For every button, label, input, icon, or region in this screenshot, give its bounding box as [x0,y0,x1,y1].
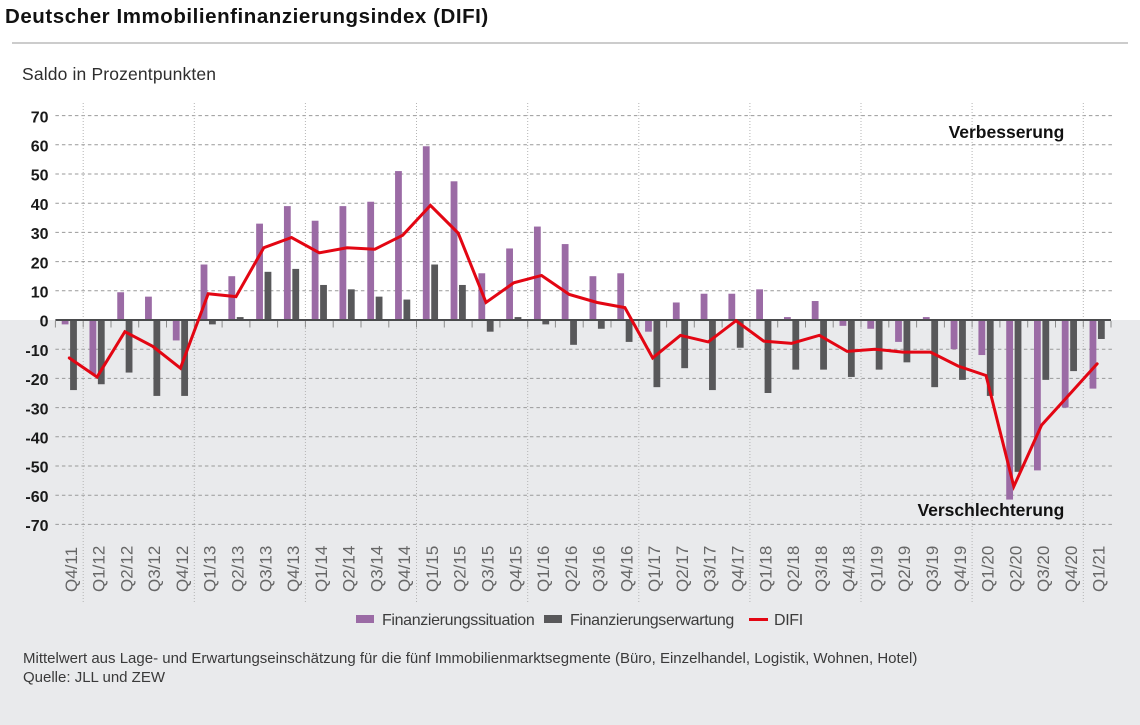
svg-text:Q2/14: Q2/14 [340,546,359,592]
svg-text:-60: -60 [25,489,48,506]
svg-text:10: 10 [31,285,49,302]
svg-text:Q1/15: Q1/15 [423,546,442,592]
svg-text:Q4/12: Q4/12 [173,546,192,592]
svg-text:Q2/12: Q2/12 [117,546,136,592]
svg-text:Q3/18: Q3/18 [812,546,831,592]
svg-text:Q2/19: Q2/19 [895,546,914,592]
svg-text:-40: -40 [25,431,48,448]
svg-text:Q1/16: Q1/16 [534,546,553,592]
svg-text:40: 40 [31,197,49,214]
svg-text:-70: -70 [25,518,48,535]
svg-text:Q4/13: Q4/13 [284,546,303,592]
svg-text:Q2/15: Q2/15 [451,546,470,592]
svg-text:-10: -10 [25,343,48,360]
svg-text:Q1/19: Q1/19 [867,546,886,592]
svg-text:Q4/11: Q4/11 [62,547,81,592]
svg-text:Q1/17: Q1/17 [645,546,664,592]
svg-text:Q3/12: Q3/12 [145,546,164,592]
svg-text:Q4/14: Q4/14 [395,546,414,592]
svg-text:Q1/18: Q1/18 [756,546,775,592]
svg-text:Q4/15: Q4/15 [506,546,525,592]
svg-text:60: 60 [31,139,49,156]
svg-text:70: 70 [31,109,49,126]
svg-text:Q2/18: Q2/18 [784,546,803,592]
svg-text:Q3/13: Q3/13 [256,546,275,592]
svg-text:Q2/16: Q2/16 [562,546,581,592]
svg-text:-20: -20 [25,372,48,389]
svg-text:Q3/20: Q3/20 [1034,546,1053,592]
svg-text:Q2/20: Q2/20 [1006,546,1025,592]
svg-text:0: 0 [40,314,49,331]
svg-text:Q1/21: Q1/21 [1090,546,1109,592]
svg-text:Q4/17: Q4/17 [729,546,748,592]
svg-text:Q2/13: Q2/13 [229,546,248,592]
svg-text:Q1/14: Q1/14 [312,546,331,592]
svg-text:Q3/15: Q3/15 [479,546,498,592]
svg-text:Q4/20: Q4/20 [1062,546,1081,592]
svg-text:Q3/14: Q3/14 [367,546,386,592]
svg-text:Q1/13: Q1/13 [201,546,220,592]
svg-text:30: 30 [31,226,49,243]
svg-text:-50: -50 [25,460,48,477]
svg-text:Q2/17: Q2/17 [673,546,692,592]
svg-text:Q3/16: Q3/16 [590,546,609,592]
svg-text:Q1/12: Q1/12 [90,546,109,592]
svg-text:Q4/18: Q4/18 [840,546,859,592]
svg-text:Q4/16: Q4/16 [617,546,636,592]
svg-text:50: 50 [31,168,49,185]
svg-text:Q1/20: Q1/20 [979,546,998,592]
svg-text:Q3/19: Q3/19 [923,546,942,592]
svg-text:Q3/17: Q3/17 [701,546,720,592]
svg-text:Q4/19: Q4/19 [951,546,970,592]
svg-text:-30: -30 [25,401,48,418]
svg-text:20: 20 [31,255,49,272]
